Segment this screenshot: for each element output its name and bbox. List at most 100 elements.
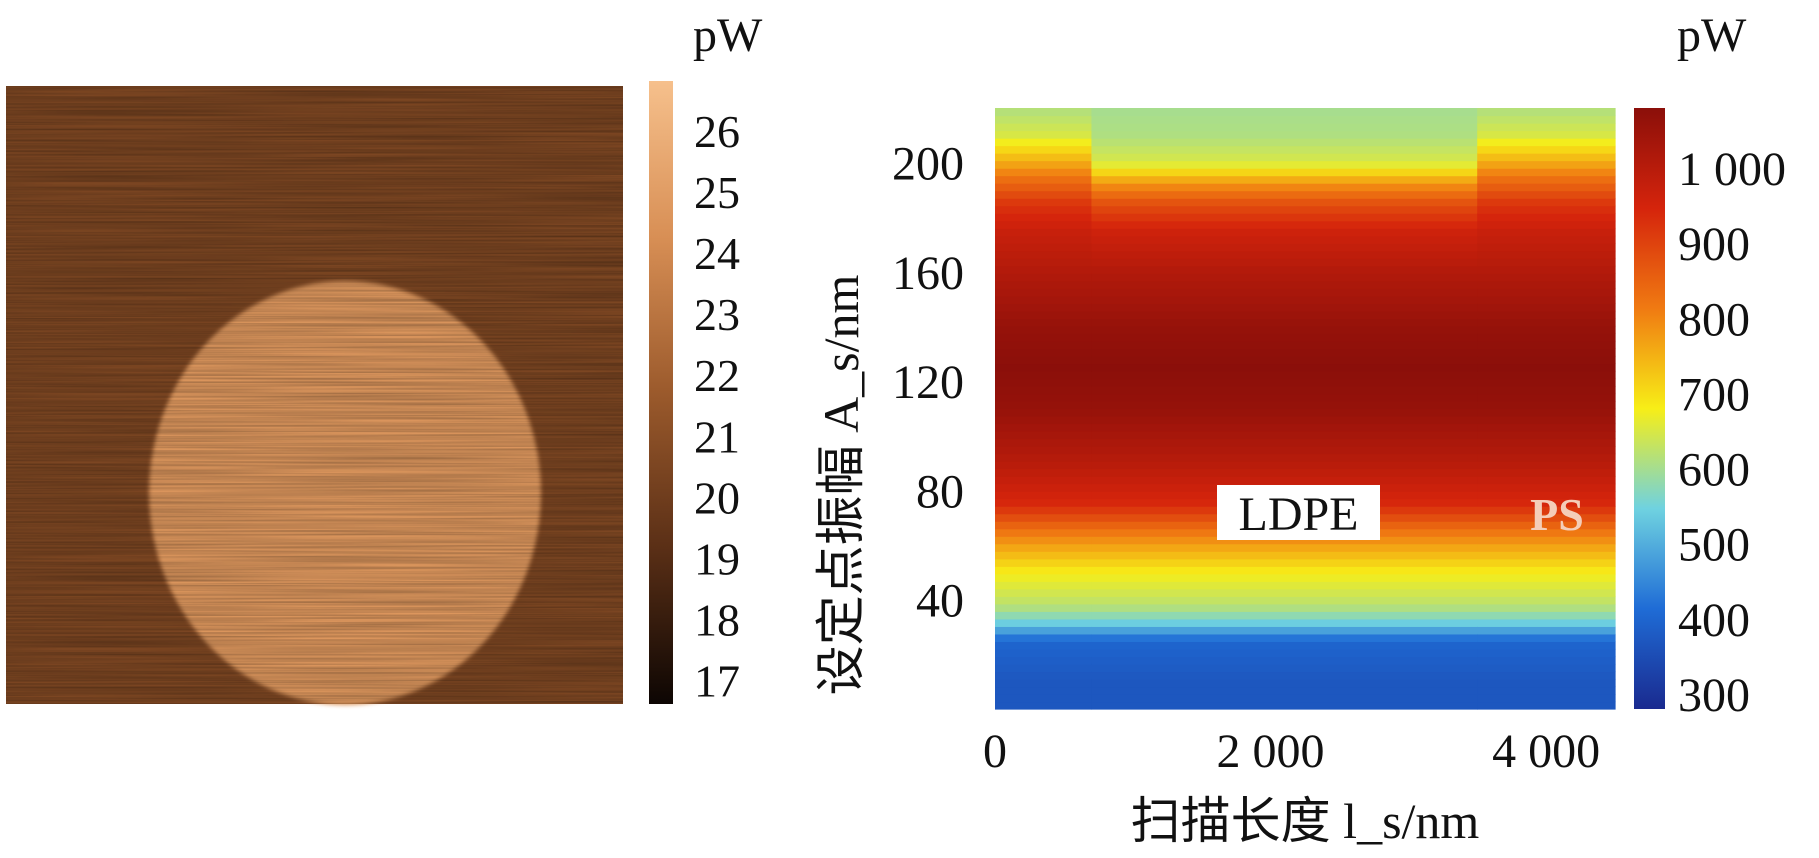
x-tick-label: 0 [983,725,1007,778]
heatmap-cell [995,280,1093,289]
heatmap-cell [1091,123,1478,132]
heatmap-cell [995,378,1093,387]
heatmap-cell [995,295,1093,304]
heatmap-cell [995,348,1093,357]
heatmap-cell [1477,175,1616,184]
heatmap-cell [1477,431,1616,440]
heatmap-panel: LDPE PS 40 80 120 160 200 0 2 000 4 000 设定点振幅 … [813,9,1786,849]
heatmap-cell [1091,573,1478,582]
heatmap-cell [1091,355,1478,365]
heatmap-cell [1477,318,1616,327]
heatmap-cell [1477,258,1616,267]
heatmap-cell [1477,325,1616,334]
heatmap-cell [1477,393,1616,402]
annotation-ps: PS [1530,489,1584,540]
heatmap-cell [1477,476,1616,485]
heatmap-cell [1091,235,1478,244]
x-axis-label: 扫描长度 l_s/nm [1131,793,1480,849]
heatmap-cell [1477,491,1616,500]
heatmap-cell [995,603,1093,612]
heatmap-cell [1477,453,1616,462]
heatmap-cell [1091,461,1478,470]
heatmap-cell [1477,648,1616,658]
heatmap-cell [1091,115,1478,124]
heatmap-cell [1477,370,1616,380]
heatmap-cell [1091,686,1478,695]
heatmap-cell [1091,198,1478,207]
heatmap-cell [1091,228,1478,237]
colorbar-1-tick-label: 20 [694,472,740,523]
heatmap-cell [1477,138,1616,147]
heatmap-cell [995,693,1093,703]
heatmap-cell [995,213,1093,222]
heatmap-cell [995,446,1093,455]
heatmap-cell [995,385,1093,395]
heatmap-cell [1477,701,1616,710]
heatmap-cell [1091,596,1478,605]
heatmap-cell [995,175,1093,184]
heatmap-cell [1091,183,1478,192]
heatmap-cell [995,521,1093,530]
heatmap-cell [1091,678,1478,688]
heatmap-cell [1477,288,1616,297]
heatmap-cell [1477,250,1616,259]
heatmap-cell [1477,378,1616,387]
colorbar-1-tick-label: 18 [694,594,740,645]
y-tick-label: 80 [916,465,964,518]
heatmap-cell [995,205,1093,214]
heatmap-cell [1477,303,1616,312]
heatmap-cell [1091,423,1478,432]
heatmap-cell [1477,123,1616,132]
heatmap-cell [1091,250,1478,259]
heatmap-cell [1091,273,1478,282]
heatmap-cell [1477,416,1616,425]
heatmap-cell [1091,641,1478,650]
heatmap-cell [1477,265,1616,274]
heatmap-cell [1091,400,1478,410]
heatmap-cell [1091,190,1478,199]
heatmap-cell [995,536,1093,545]
heatmap-cell [1477,618,1616,627]
heatmap-cell [995,551,1093,560]
heatmap-cell [995,581,1093,590]
heatmap-cell [1477,528,1616,537]
heatmap-cell [995,648,1093,658]
heatmap-cell [995,235,1093,244]
heatmap-cell [1091,220,1478,229]
annotation-ldpe: LDPE [1239,488,1359,541]
heatmap-cell [995,168,1093,177]
heatmap-cell [995,198,1093,207]
heatmap-cell [1477,115,1616,124]
heatmap-cell [1091,325,1478,334]
heatmap-cell [995,123,1093,132]
heatmap-cell [1091,453,1478,462]
heatmap-cell [1477,295,1616,304]
heatmap-cell [1091,468,1478,477]
heatmap-cell [995,566,1093,575]
colorbar-1-tick-label: 24 [694,228,740,279]
heatmap-cell [995,513,1093,522]
heatmap-cell [1477,588,1616,597]
heatmap-cell [995,701,1093,710]
heatmap-cell [1091,348,1478,357]
heatmap-cell [1477,355,1616,365]
heatmap-cell [1477,641,1616,650]
heatmap-cell [1091,663,1478,673]
heatmap-cell [995,626,1093,635]
heatmap-cell [995,656,1093,665]
heatmap-cell [1477,566,1616,575]
heatmap-cell [1477,228,1616,237]
heatmap-cell [1477,633,1616,642]
heatmap-cell [1091,280,1478,289]
heatmap-cell [1091,160,1478,169]
heatmap-cell [995,318,1093,327]
heatmap-cell [1477,536,1616,545]
heatmap-cell [1477,423,1616,432]
heatmap-cell [1477,183,1616,192]
heatmap-cell [995,340,1093,349]
heatmap-cell [1091,333,1478,342]
heatmap-cell [1477,558,1616,567]
heatmap-cell [995,258,1093,267]
heatmap-cell [995,333,1093,342]
